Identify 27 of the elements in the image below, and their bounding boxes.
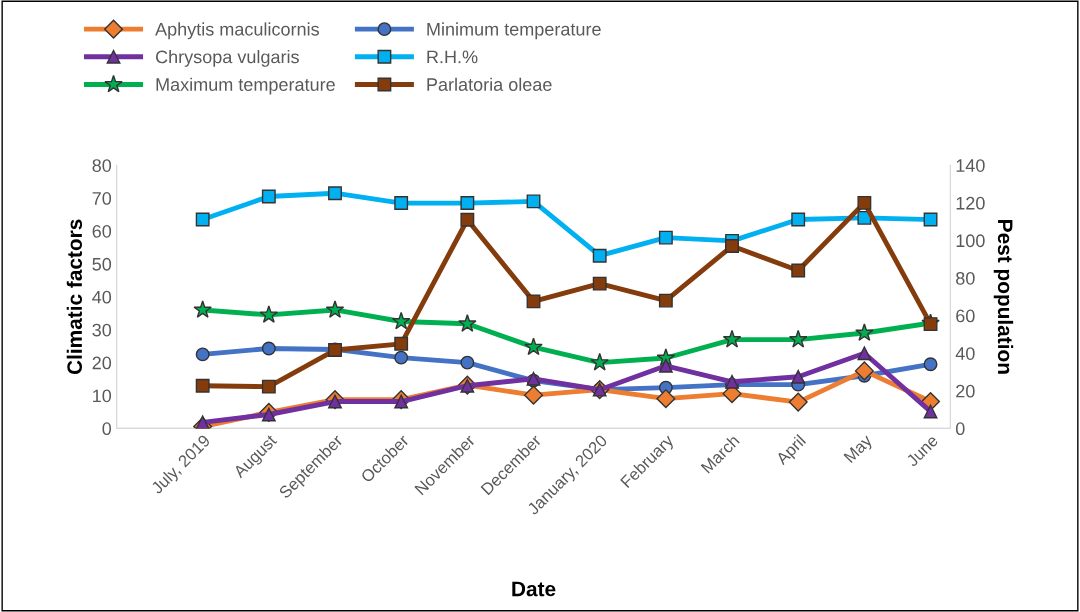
x-axis-title: Date [512,581,556,597]
y-tick-label: 20 [92,356,112,370]
y2-tick-label: 0 [955,422,965,436]
y-tick-label: 10 [93,389,112,403]
y2-tick-label: 60 [956,309,975,323]
legend-label: Chrysopa vulgaris [155,50,299,67]
legend-label: Aphytis maculicornis [155,22,319,40]
y2-axis-title: Pest population [993,220,1014,374]
legend-label: Maximum temperature [156,77,335,95]
y-tick-label: 80 [92,159,112,172]
legend-label: R.H.% [427,50,478,64]
y2-tick-label: 140 [956,159,985,172]
legend-label: Parlatoria oleae [427,77,552,91]
x-tick-label: May [843,433,876,466]
y2-tick-label: 120 [956,196,985,210]
y-axis-title: Climatic factors [66,219,83,375]
y2-tick-label: 40 [955,347,975,360]
y2-tick-label: 80 [956,271,975,285]
y-tick-label: 30 [92,323,112,337]
y2-tick-label: 20 [956,384,975,398]
y-tick-label: 50 [92,257,112,271]
y-tick-label: 40 [92,290,112,304]
y-tick-label: 60 [92,224,112,238]
y-tick-label: 0 [102,422,112,436]
y2-tick-label: 100 [956,234,985,248]
legend-label: Minimum temperature [427,22,601,40]
y-tick-label: 70 [92,192,112,205]
